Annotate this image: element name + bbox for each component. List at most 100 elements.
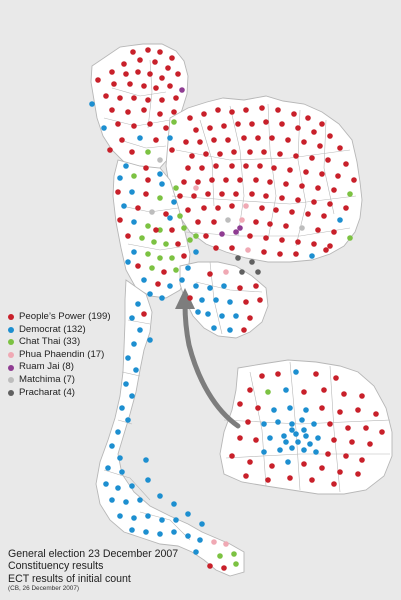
constituency-dot [153,227,159,233]
constituency-dot [213,245,219,251]
caption-title: General election 23 December 2007 [8,548,179,560]
constituency-dot [193,185,199,191]
constituency-dot [271,407,277,413]
constituency-dot [95,77,101,83]
constituency-dot [187,295,193,301]
legend-label: Pracharat (4) [19,386,75,398]
inset-arrow [175,288,241,429]
constituency-dot [279,195,285,201]
constituency-dot [215,107,221,113]
constituency-dot [211,325,217,331]
constituency-dot [379,429,385,435]
constituency-dot [109,497,115,503]
constituency-dot [145,251,151,257]
constituency-dot [213,297,219,303]
legend-item-phua-phaendin: Phua Phaendin (17) [8,349,111,362]
constituency-dot [289,209,295,215]
constituency-dot [199,521,205,527]
constituency-dot [133,367,139,373]
constituency-dot [247,233,253,239]
constituency-dot [157,195,163,201]
constituency-dot [129,527,135,533]
constituency-dot [131,173,137,179]
constituency-dot [235,255,241,261]
constituency-dot [263,193,269,199]
constituency-dot [247,315,253,321]
constituency-dot [167,135,173,141]
constituency-dot [283,439,289,445]
constituency-dot [257,163,263,169]
constituency-dot [307,441,313,447]
constituency-dot [233,561,239,567]
constituency-dot [311,421,317,427]
constituency-dot [167,83,173,89]
constituency-dot [273,207,279,213]
constituency-dot [155,281,161,287]
constituency-dot [253,437,259,443]
constituency-dot [269,135,275,141]
constituency-dot [131,341,137,347]
constituency-dot [139,235,145,241]
constituency-dot [135,69,141,75]
constituency-dot [313,371,319,377]
constituency-dot [243,163,249,169]
constituency-dot [211,137,217,143]
constituency-dot [289,445,295,451]
province-border [323,119,335,215]
constituency-dot [299,183,305,189]
constituency-dot [301,447,307,453]
constituency-dot [239,217,245,223]
constituency-dot [247,459,253,465]
constituency-dot [169,55,175,61]
constituency-dot [343,161,349,167]
constituency-dot [301,461,307,467]
constituency-dot [245,247,251,253]
constituency-dot [157,49,163,55]
constituency-dot [167,215,173,221]
constituency-dot [147,337,153,343]
constituency-dot [199,165,205,171]
constituency-dot [303,407,309,413]
constituency-dot [119,405,125,411]
constituency-dot [261,421,267,427]
constituency-dot [237,401,243,407]
constituency-dot [261,149,267,155]
constituency-dot [247,387,253,393]
constituency-dot [205,191,211,197]
constituency-dot [255,405,261,411]
constituency-dot [327,421,333,427]
constituency-dot [285,459,291,465]
constituency-dot [359,393,365,399]
constituency-dot [165,65,171,71]
constituency-dot [327,201,333,207]
constituency-dot [135,301,141,307]
constituency-dot [121,203,127,209]
legend-swatch [8,314,14,321]
constituency-dot [131,219,137,225]
constituency-dot [321,213,327,219]
legend-label: People’s Power (199) [19,311,111,322]
constituency-dot [193,127,199,133]
constituency-dot [89,101,95,107]
constituency-dot [185,165,191,171]
constituency-dot [347,191,353,197]
province-border [127,243,187,251]
constituency-dot [145,223,151,229]
constituency-dot [143,165,149,171]
caption-subtitle: Constituency results [8,560,104,573]
constituency-dot [341,391,347,397]
constituency-dot [277,251,283,257]
constituency-dot [331,187,337,193]
constituency-dot [325,451,331,457]
constituency-dot [293,431,299,437]
constituency-dot [343,453,349,459]
constituency-dot [229,245,235,251]
constituency-dot [301,427,307,433]
province-border [103,469,151,501]
constituency-dot [173,267,179,273]
constituency-dot [207,563,213,569]
constituency-dot [221,283,227,289]
constituency-dot [309,477,315,483]
constituency-dot [161,269,167,275]
constituency-dot [281,433,287,439]
